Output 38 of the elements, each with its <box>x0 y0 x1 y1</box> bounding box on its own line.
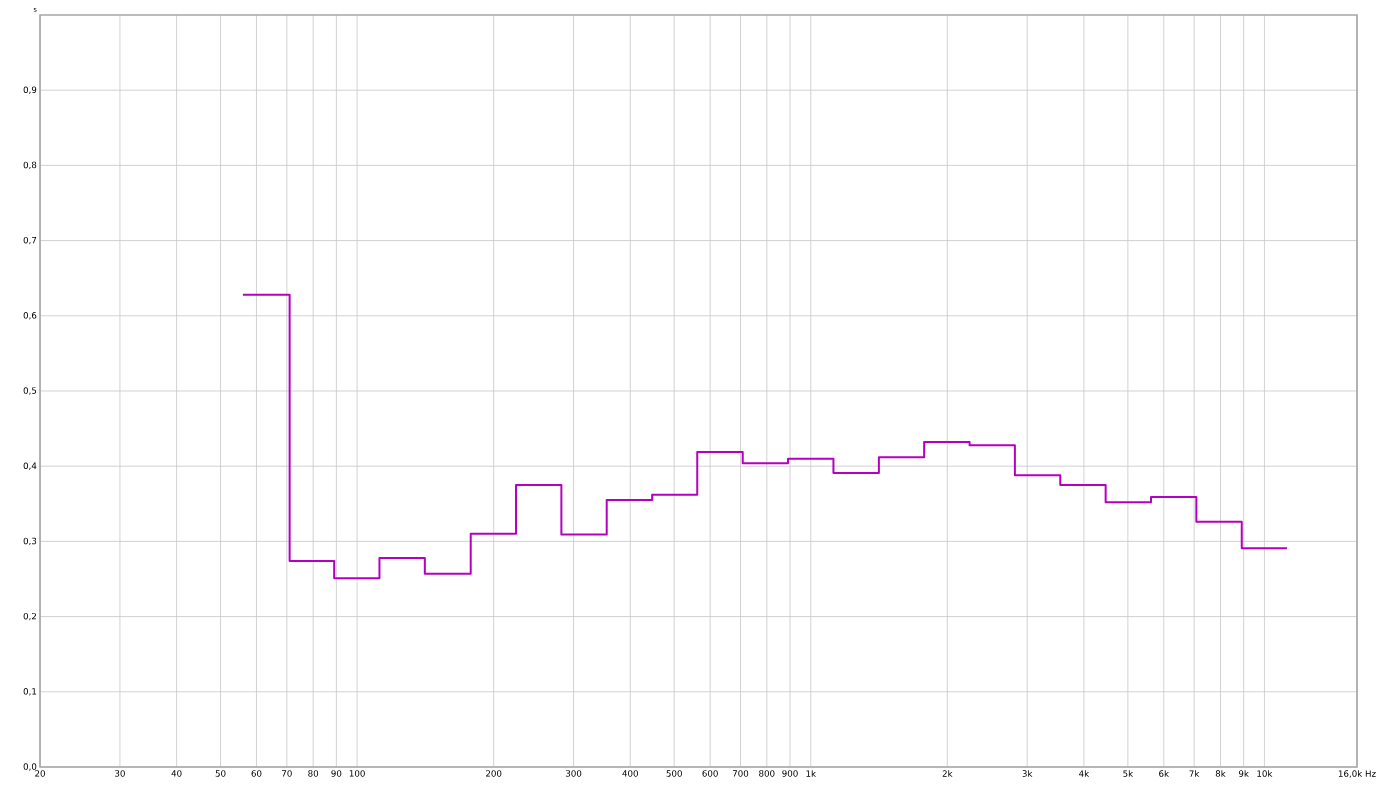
x-tick-label: 10k <box>1257 770 1273 777</box>
x-tick-label: 80 <box>308 770 319 777</box>
x-tick-label: 200 <box>486 770 502 777</box>
x-tick-label: 50 <box>215 770 226 777</box>
x-tick-label: 7k <box>1189 770 1200 777</box>
x-tick-label: 300 <box>565 770 582 777</box>
x-tick-label: 5k <box>1123 770 1134 777</box>
y-tick-label: 0,9 <box>23 86 37 94</box>
x-tick-label: 60 <box>251 770 262 777</box>
x-tick-label: 700 <box>732 770 749 777</box>
x-tick-label: 800 <box>759 770 775 777</box>
x-tick-label: 400 <box>622 770 638 777</box>
x-tick-label: 8k <box>1215 770 1226 777</box>
x-tick-label: 70 <box>282 770 292 777</box>
y-tick-label: 0,1 <box>23 688 37 696</box>
x-tick-label: 1k <box>806 770 817 777</box>
x-tick-label: 30 <box>115 770 125 777</box>
y-tick-label: 0,2 <box>23 612 36 621</box>
x-tick-label: 600 <box>702 770 718 777</box>
x-tick-label: 500 <box>666 770 682 777</box>
x-tick-label: 100 <box>349 770 365 777</box>
x-tick-label: 6k <box>1159 770 1170 777</box>
y-tick-label: 0,3 <box>23 537 37 546</box>
x-tick-label: 2k <box>942 770 953 777</box>
x-tick-label: 20 <box>35 770 45 777</box>
y-tick-label: 0,4 <box>23 462 37 470</box>
x-tick-label: 3k <box>1022 770 1033 777</box>
x-tick-label: 40 <box>171 770 182 777</box>
x-tick-label: 900 <box>782 770 798 777</box>
x-tick-label: 16,0k Hz <box>1338 770 1376 778</box>
x-tick-label: 90 <box>331 770 342 777</box>
y-tick-label: 0,5 <box>23 387 37 395</box>
y-tick-label: 0,8 <box>23 161 37 170</box>
y-tick-label: 0,7 <box>23 236 37 245</box>
y-tick-label: 0,6 <box>23 312 37 320</box>
x-tick-label: 9k <box>1238 770 1249 777</box>
y-tick-label: 0,0 <box>23 763 37 771</box>
x-tick-label: 4k <box>1079 770 1090 777</box>
